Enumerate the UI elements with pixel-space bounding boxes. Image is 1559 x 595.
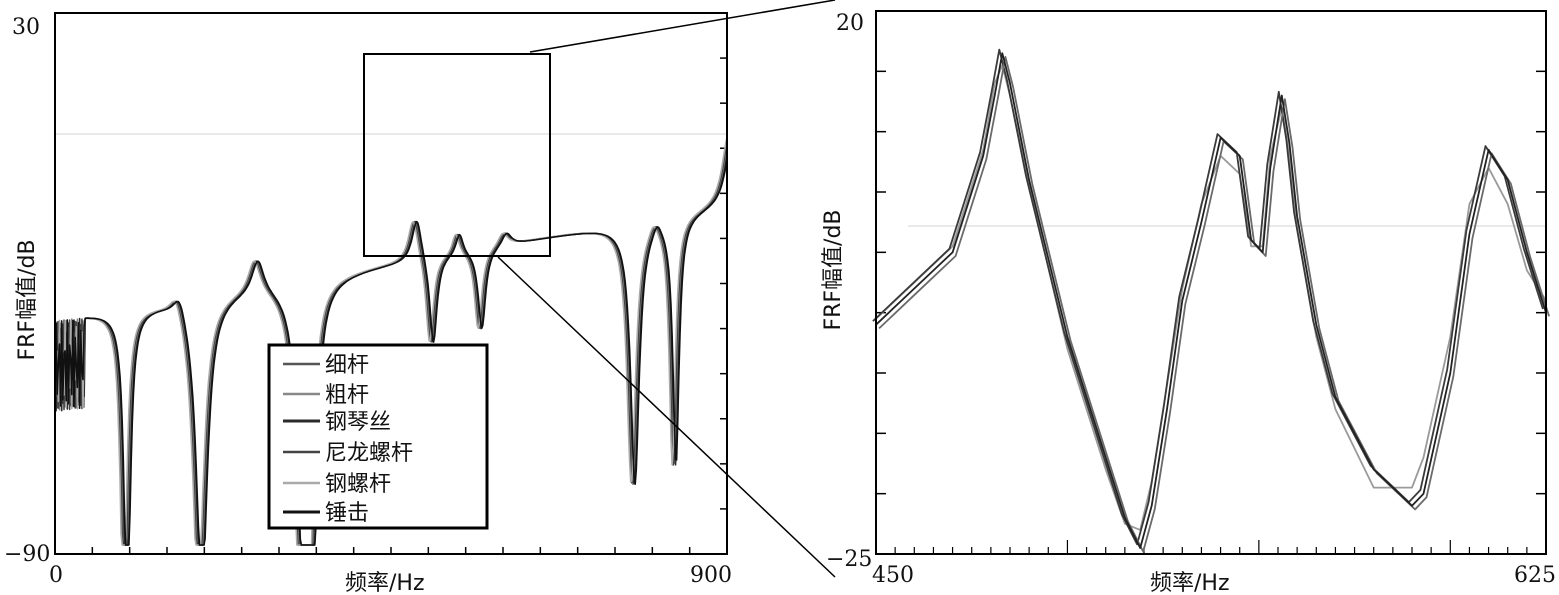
legend-label-piano-wire: 钢琴丝 [325,410,391,435]
right-y-tick-top: 20 [836,11,864,36]
right-series [872,48,1550,553]
legend-label-hammer: 锤击 [325,501,369,526]
left-y-tick-bottom: −90 [4,542,50,567]
left-chart: 30 −90 0 900 频率/Hz FRF幅值/dB 细杆 粗杆 钢琴丝 尼龙… [4,12,732,595]
right-y-axis-title: FRF幅值/dB [821,209,846,330]
left-series-line [54,137,728,546]
left-plot-frame [54,12,728,555]
left-x-tick-start: 0 [49,563,63,588]
right-x-tick-end: 625 [1514,563,1556,588]
right-series-line [878,56,1550,553]
right-plot-frame [875,10,1547,555]
left-ticks [91,57,727,554]
left-y-tick-top: 30 [12,15,40,40]
left-x-axis-title: 频率/Hz [345,571,425,595]
legend-label-steel-screw: 钢螺杆 [325,472,391,497]
zoom-region-box [363,53,551,257]
right-x-tick-start: 450 [872,563,914,588]
left-y-axis-title: FRF幅值/dB [15,239,40,360]
legend-label-thick-rod: 粗杆 [325,383,369,408]
zoom-connector-bottom [497,256,836,578]
right-series-line [872,48,1544,546]
right-x-axis-title: 频率/Hz [1150,571,1230,595]
right-series-line [875,52,1547,549]
left-series [54,137,728,546]
legend-label-nylon-screw: 尼龙螺杆 [325,441,413,466]
left-series-line [54,158,728,546]
legend-label-slender-rod: 细杆 [325,353,369,378]
legend-box [267,343,489,530]
right-chart: 20 −25 450 625 频率/Hz FRF幅值/dB [821,10,1556,595]
legend: 细杆 粗杆 钢琴丝 尼龙螺杆 钢螺杆 锤击 [267,343,489,530]
right-y-tick-bottom: −25 [826,547,872,572]
left-x-tick-end: 900 [690,563,732,588]
right-series-line [875,64,1547,531]
zoom-connector-top [529,0,836,53]
right-ticks [876,70,1546,554]
